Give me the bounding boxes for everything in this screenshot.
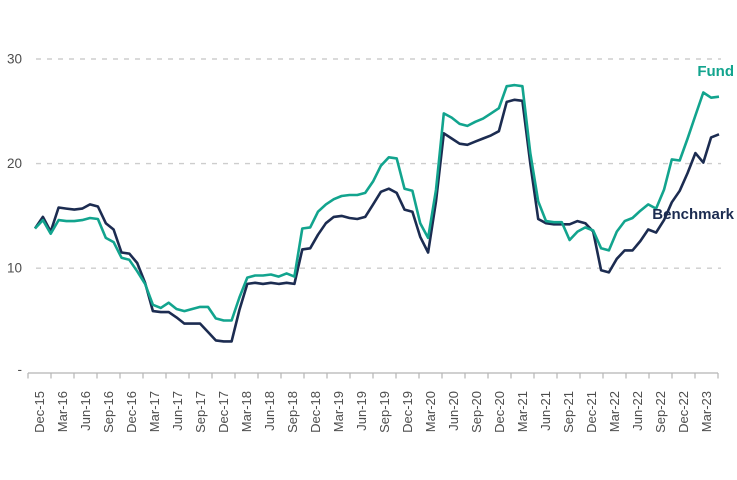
x-axis-tick-label: Jun-19 (354, 391, 369, 431)
fund-series-label: Fund (697, 63, 734, 80)
x-axis-tick-label: Mar-18 (239, 391, 254, 432)
x-axis-tick-label: Sep-17 (193, 391, 208, 433)
x-axis-tick-label: Mar-23 (699, 391, 714, 432)
x-axis-tick-label: Dec-20 (492, 391, 507, 433)
x-axis-tick-label: Mar-22 (607, 391, 622, 432)
x-axis-tick-label: Dec-21 (584, 391, 599, 433)
x-axis-tick-label: Mar-21 (515, 391, 530, 432)
x-axis-tick-label: Jun-21 (538, 391, 553, 431)
x-axis-tick-label: Mar-17 (147, 391, 162, 432)
x-axis-tick-label: Jun-20 (446, 391, 461, 431)
x-axis-tick-label: Dec-17 (216, 391, 231, 433)
x-axis-tick-label: Sep-16 (101, 391, 116, 433)
y-axis-tick-label: - (18, 362, 23, 377)
x-axis-tick-label: Jun-17 (170, 391, 185, 431)
x-axis-tick-label: Dec-22 (676, 391, 691, 433)
x-axis-tick-label: Mar-20 (423, 391, 438, 432)
benchmark-series-label: Benchmark (652, 206, 734, 223)
x-axis-tick-label: Dec-18 (308, 391, 323, 433)
x-axis-tick-label: Sep-21 (561, 391, 576, 433)
x-axis-tick-label: Sep-22 (653, 391, 668, 433)
x-axis-tick-label: Mar-16 (55, 391, 70, 432)
x-axis-tick-label: Sep-19 (377, 391, 392, 433)
benchmark-line (33, 98, 720, 343)
x-axis-tick-label: Dec-19 (400, 391, 415, 433)
x-axis-tick-label: Jun-18 (262, 391, 277, 431)
y-axis-tick-label: 10 (7, 261, 22, 276)
x-axis-tick-label: Mar-19 (331, 391, 346, 432)
x-axis-tick-label: Jun-16 (78, 391, 93, 431)
x-axis-tick-label: Sep-18 (285, 391, 300, 433)
x-axis-tick-label: Jun-22 (630, 391, 645, 431)
x-axis-tick-label: Dec-15 (32, 391, 47, 433)
x-axis-tick-label: Dec-16 (124, 391, 139, 433)
y-axis-tick-label: 30 (7, 52, 22, 67)
x-axis-tick-label: Sep-20 (469, 391, 484, 433)
fund-line (34, 83, 720, 322)
y-axis-tick-label: 20 (7, 156, 22, 171)
